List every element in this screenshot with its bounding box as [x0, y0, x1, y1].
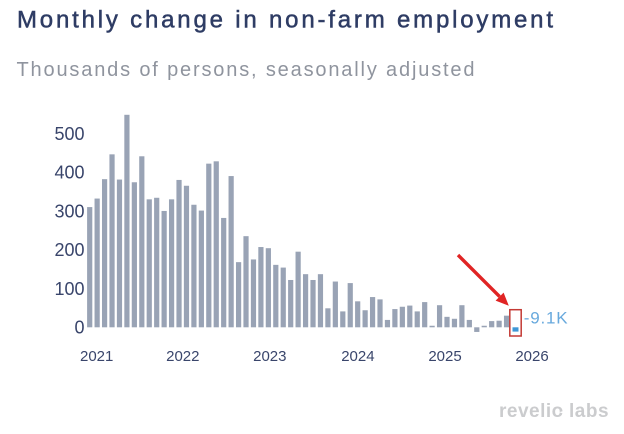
svg-text:2024: 2024: [341, 348, 374, 365]
svg-text:2022: 2022: [166, 348, 199, 365]
svg-text:2025: 2025: [428, 348, 461, 365]
svg-text:Thousands of persons, seasonal: Thousands of persons, seasonally adjuste…: [17, 59, 475, 81]
svg-text:400: 400: [54, 163, 84, 183]
svg-text:Monthly change in non-farm emp: Monthly change in non-farm employment: [17, 7, 553, 34]
svg-text:300: 300: [54, 201, 84, 221]
svg-text:-9.1K: -9.1K: [524, 309, 569, 328]
svg-text:2026: 2026: [515, 348, 548, 365]
svg-text:labs: labs: [569, 401, 609, 422]
svg-text:2021: 2021: [80, 348, 113, 365]
svg-text:100: 100: [54, 279, 84, 299]
svg-text:200: 200: [54, 240, 84, 260]
svg-text:2023: 2023: [253, 348, 286, 365]
svg-text:0: 0: [74, 318, 84, 338]
svg-text:revelio: revelio: [499, 401, 564, 422]
svg-text:500: 500: [54, 124, 84, 144]
